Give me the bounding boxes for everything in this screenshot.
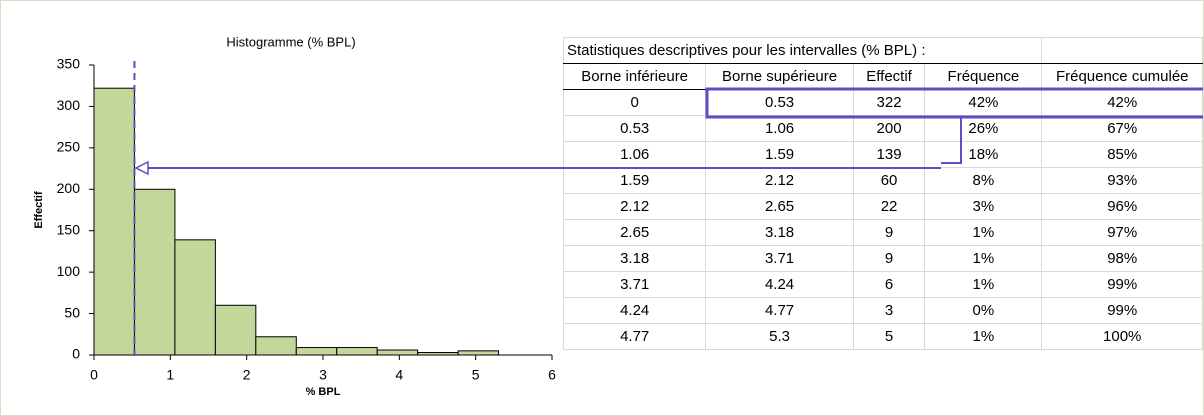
cell: 1.06 (705, 115, 854, 142)
cell: 97% (1041, 219, 1203, 246)
cell: 1% (924, 245, 1043, 272)
bar (376, 349, 419, 356)
cell: 1.06 (562, 141, 707, 168)
y-tick-label: 100 (57, 263, 81, 279)
x-tick-label: 2 (243, 367, 251, 383)
cell: 1% (924, 323, 1043, 350)
cell: 98% (1041, 245, 1203, 272)
y-tick-label: 150 (57, 221, 81, 237)
header-cell: Borne supérieure (705, 63, 854, 90)
connector (941, 118, 962, 164)
cell: 4.77 (705, 297, 854, 324)
bar (174, 239, 216, 356)
cell: 1% (924, 271, 1043, 298)
table-title: Statistiques descriptives pour les inter… (562, 37, 1043, 64)
chart-title: Histogramme (% BPL) (226, 34, 355, 49)
x-tick-label: 4 (395, 367, 403, 383)
cell: 96% (1041, 193, 1203, 220)
cell: 2.12 (705, 167, 854, 194)
y-tick-label: 200 (57, 180, 81, 196)
cell: 1% (924, 219, 1043, 246)
x-tick-label: 5 (472, 367, 480, 383)
x-tick-label: 6 (548, 367, 556, 383)
y-tick-label: 0 (72, 346, 80, 362)
bar (295, 347, 338, 356)
x-tick-label: 3 (319, 367, 327, 383)
bar (133, 188, 176, 356)
cell: 322 (852, 89, 926, 116)
y-tick-label: 250 (57, 139, 81, 155)
cell (1041, 37, 1203, 64)
table-row: 0 0.53 322 42% 42% (562, 89, 1203, 116)
arrow-head (134, 160, 149, 176)
cell: 5 (852, 323, 926, 350)
title-row: Statistiques descriptives pour les inter… (562, 37, 1203, 64)
cell: 1.59 (705, 141, 854, 168)
cell: 4.24 (562, 297, 707, 324)
x-axis-label: % BPL (306, 386, 341, 398)
x-tick-label: 1 (166, 367, 174, 383)
table-row: 2.65 3.18 9 1% 97% (562, 219, 1203, 246)
header-cell: Fréquence (924, 63, 1043, 90)
table-row: 4.77 5.3 5 1% 100% (562, 323, 1203, 350)
y-tick-label: 50 (64, 304, 80, 320)
cell: 0% (924, 297, 1043, 324)
highlight-box (705, 87, 1203, 119)
table-row: 0.53 1.06 200 26% 67% (562, 115, 1203, 142)
cell: 9 (852, 219, 926, 246)
cell: 3.18 (562, 245, 707, 272)
cell: 9 (852, 245, 926, 272)
bar (336, 347, 378, 356)
cell: 42% (924, 89, 1043, 116)
cell: 4.77 (562, 323, 707, 350)
cell: 6 (852, 271, 926, 298)
cell: 2.12 (562, 193, 707, 220)
y-tick-label: 350 (57, 56, 81, 72)
y-tick-label: 300 (57, 97, 81, 113)
cell: 2.65 (705, 193, 854, 220)
cell: 100% (1041, 323, 1203, 350)
x-tick-label: 0 (90, 367, 98, 383)
bar (255, 336, 297, 356)
bar (93, 87, 135, 356)
header-cell: Fréquence cumulée (1041, 63, 1203, 90)
bar (457, 350, 500, 356)
cell: 22 (852, 193, 926, 220)
cell: 26% (924, 115, 1043, 142)
cell: 0.53 (562, 115, 707, 142)
table-row: 4.24 4.77 3 0% 99% (562, 297, 1203, 324)
cell: 5.3 (705, 323, 854, 350)
cell: 85% (1041, 141, 1203, 168)
y-axis-label: Effectif (33, 191, 45, 229)
bar (214, 304, 257, 356)
cell: 67% (1041, 115, 1203, 142)
